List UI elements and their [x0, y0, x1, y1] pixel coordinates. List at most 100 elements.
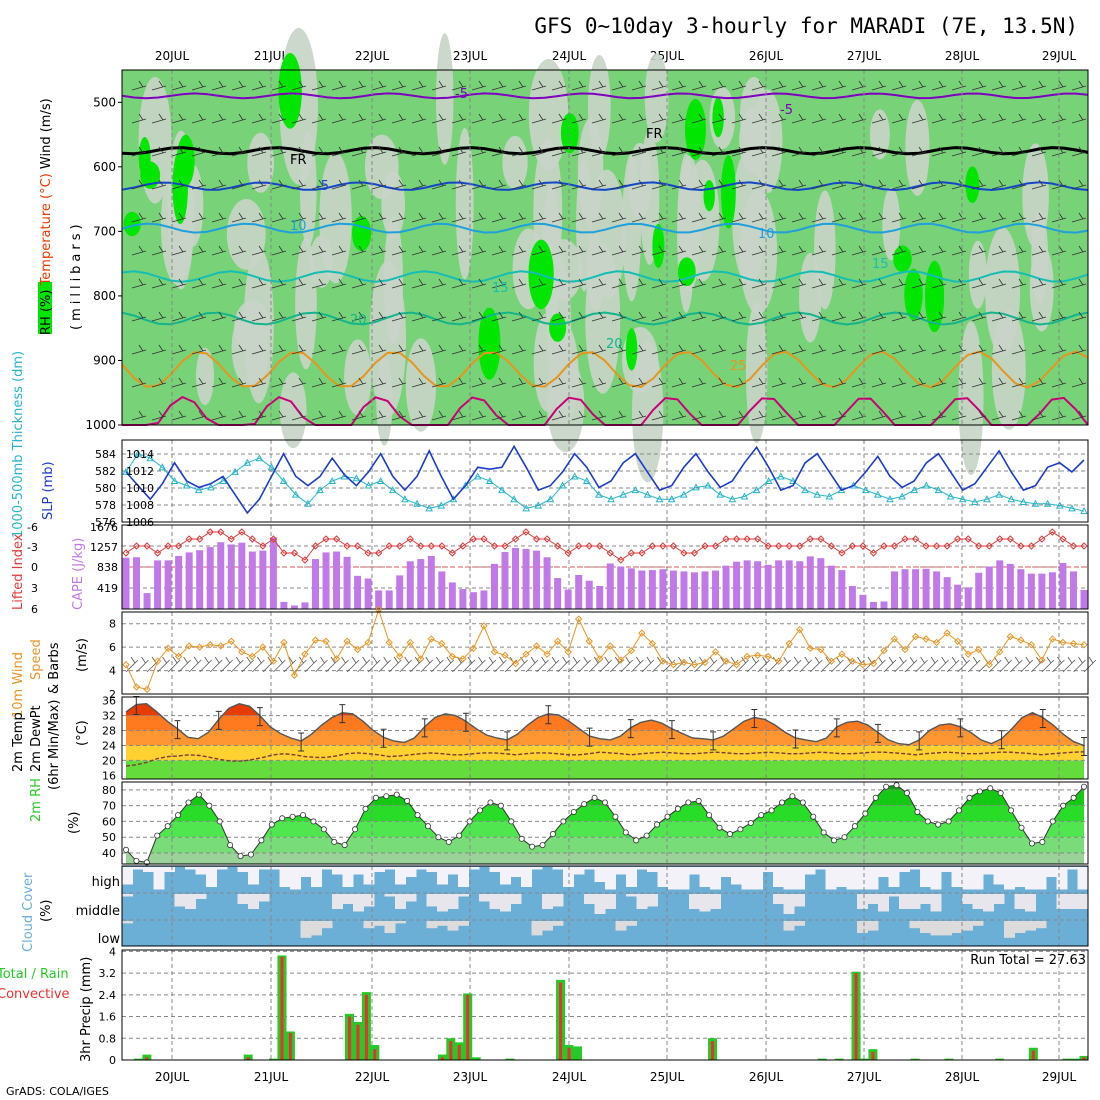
wind10-point	[722, 657, 730, 665]
lifted-index-point	[659, 542, 667, 550]
wind10-barb	[988, 656, 1002, 673]
cape-bar	[175, 555, 183, 609]
cape-bar	[290, 605, 298, 609]
wind-barb	[991, 146, 1007, 157]
lifted-index-point	[490, 542, 499, 550]
wind-barb	[711, 377, 727, 388]
cloud-gap-cell	[153, 867, 165, 890]
wind-barb	[171, 410, 187, 421]
wind10-barb	[904, 656, 918, 673]
wind-barb	[831, 212, 847, 223]
wind10-barb	[746, 656, 760, 673]
rh-moist-region	[560, 113, 579, 154]
wind10-barb	[578, 656, 591, 673]
rh-point	[570, 808, 577, 815]
wind-barb	[711, 80, 727, 91]
cloud-gap-cell	[132, 867, 144, 870]
cloud-gap-cell	[248, 867, 259, 885]
wind10-barb	[1062, 656, 1076, 673]
precip-total-bar	[817, 1058, 827, 1060]
lifted-index-point	[143, 542, 151, 550]
wind-barb	[871, 311, 887, 322]
thickness-point	[704, 481, 712, 489]
wind10-point	[1048, 635, 1057, 643]
wind-barb	[1031, 278, 1047, 289]
cloud-gap-cell	[657, 867, 669, 887]
wind10-barb	[788, 656, 802, 673]
cape-bar	[617, 566, 625, 609]
wind-barb	[691, 80, 707, 91]
cloud-gap-cell	[164, 867, 175, 872]
rh-point	[851, 823, 858, 830]
wind-barb	[251, 212, 267, 223]
temp-minmax-whisker	[1081, 736, 1087, 756]
wind-barb	[671, 179, 687, 190]
top-date-tick: 22JUL	[355, 49, 390, 63]
wind-barb	[171, 146, 187, 157]
wind-barb	[691, 113, 707, 124]
wind10-point	[1069, 639, 1078, 648]
cloud-gap-cell	[899, 894, 910, 909]
wind10-point	[996, 648, 1004, 656]
wind-barb	[511, 80, 527, 91]
wind10-axis-unit: (m/s)	[75, 638, 90, 672]
wind-barb	[991, 278, 1007, 289]
wind-barb	[251, 245, 267, 256]
rh-point	[518, 835, 525, 842]
wind-barb	[511, 410, 527, 421]
wind-barb	[851, 278, 867, 289]
wind-barb	[611, 212, 627, 223]
wind10-barb	[252, 656, 265, 673]
contour-label: 20	[606, 337, 623, 352]
wind10-point	[943, 629, 951, 637]
precip-total-bar	[505, 1058, 515, 1060]
wind-barb	[671, 80, 687, 91]
wind-barb	[591, 146, 607, 157]
lifted-index-point	[522, 528, 530, 536]
cloud-gap-cell	[815, 867, 826, 870]
thickness-point	[582, 476, 591, 484]
rh-moist-region	[625, 328, 638, 371]
wind10-barb	[999, 656, 1013, 673]
contour-label: -5	[455, 87, 468, 102]
wind-barb	[131, 278, 147, 289]
precip-conv-bar	[854, 973, 858, 1060]
rh-point	[1008, 807, 1015, 814]
wind10-point	[385, 638, 393, 647]
thickness-point	[122, 467, 130, 475]
wind-barb	[291, 344, 307, 355]
rh-point	[768, 807, 775, 814]
rh-point	[383, 793, 390, 800]
wind-barb	[851, 245, 867, 256]
rh-band	[126, 805, 1084, 822]
wind-barb	[871, 212, 887, 223]
rh-dry-region	[632, 341, 664, 483]
lifted-index-point	[448, 549, 457, 557]
cape-bar	[448, 582, 456, 609]
wind10-point	[617, 656, 625, 664]
precip-conv-bar	[246, 1057, 250, 1060]
thickness-point	[546, 495, 555, 503]
wind-barb	[231, 311, 247, 322]
temp-minmax-whisker	[751, 709, 758, 728]
precip-axis-label: 3hr Precip (mm)	[79, 957, 94, 1062]
lifted-index-point	[638, 549, 646, 557]
cloud-gap-cell	[962, 921, 973, 931]
wind-barb	[771, 377, 787, 388]
rh-point	[1028, 840, 1035, 847]
wind-barb	[191, 410, 207, 421]
wind-barb	[191, 212, 207, 223]
wind-barb	[971, 113, 987, 124]
wind-barb	[211, 344, 227, 355]
rh-point	[945, 818, 952, 825]
cloud-gap-cell	[930, 921, 942, 936]
credit-label: GrADS: COLA/IGES	[6, 1085, 109, 1098]
rh-point	[466, 818, 473, 825]
wind-barb	[291, 212, 307, 223]
wind-barb	[911, 311, 927, 322]
cape-bar	[596, 586, 604, 609]
wind-barb	[751, 344, 767, 355]
wind-barb	[951, 377, 967, 388]
wind-barb	[351, 146, 367, 157]
cape-bar	[627, 568, 635, 609]
